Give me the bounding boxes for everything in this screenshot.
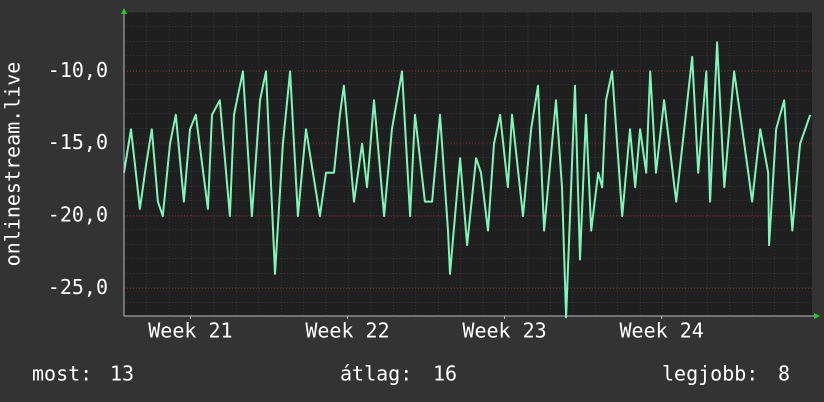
y-tick-label: -25,0 — [48, 275, 108, 299]
series-line — [123, 41, 812, 319]
stat-label: átlag: — [340, 362, 412, 386]
stat-label: most: — [32, 362, 92, 386]
stat-value: 8 — [778, 362, 790, 386]
y-tick-label: -10,0 — [48, 58, 108, 82]
x-tick-label: Week 23 — [462, 319, 546, 343]
y-tick-label: -15,0 — [48, 130, 108, 154]
plot — [123, 41, 812, 319]
y-axis-label: onlinestream.live — [1, 62, 25, 267]
x-arrow — [814, 313, 820, 319]
stat-value: 16 — [433, 362, 457, 386]
stat-label: legjobb: — [662, 362, 758, 386]
stat-value: 13 — [110, 362, 134, 386]
x-tick-label: Week 22 — [305, 319, 389, 343]
x-tick-label: Week 21 — [148, 319, 232, 343]
y-tick-label: -20,0 — [48, 203, 108, 227]
y-arrow — [121, 8, 127, 14]
x-tick-label: Week 24 — [620, 319, 704, 343]
